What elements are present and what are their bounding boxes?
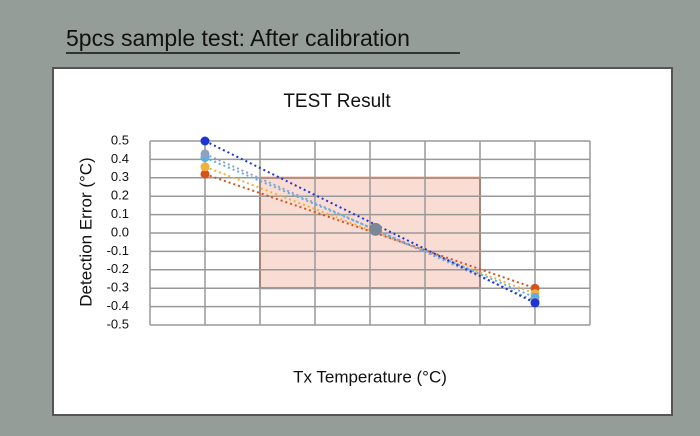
slide-title: 5pcs sample test: After calibration bbox=[66, 25, 410, 51]
data-point bbox=[200, 169, 210, 179]
y-tick-label: 0.2 bbox=[111, 188, 129, 203]
data-point bbox=[200, 136, 210, 146]
data-point bbox=[200, 149, 210, 159]
y-tick-label: 0.3 bbox=[111, 169, 129, 184]
y-tick-label: 0.4 bbox=[111, 151, 129, 166]
y-tick-label: -0.5 bbox=[107, 316, 129, 331]
chart-title: TEST Result bbox=[283, 91, 391, 112]
data-point bbox=[200, 162, 210, 172]
y-tick-label: -0.2 bbox=[107, 261, 129, 276]
y-tick-label: -0.3 bbox=[107, 280, 129, 295]
x-axis-label: Tx Temperature (°C) bbox=[293, 367, 447, 386]
y-tick-label: 0.5 bbox=[111, 132, 129, 147]
y-tick-label: 0.1 bbox=[111, 206, 129, 221]
y-tick-label: 0.0 bbox=[111, 224, 129, 239]
center-point bbox=[369, 222, 382, 236]
data-point bbox=[530, 298, 540, 308]
y-axis-label: Detection Error (°C) bbox=[76, 157, 95, 306]
series-line bbox=[204, 173, 536, 290]
y-tick-label: -0.4 bbox=[107, 298, 129, 313]
y-tick-label: -0.1 bbox=[107, 243, 129, 258]
series-line bbox=[204, 140, 536, 304]
